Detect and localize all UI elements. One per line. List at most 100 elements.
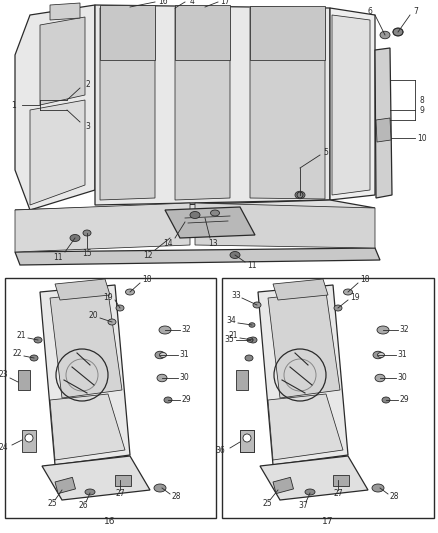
- Ellipse shape: [371, 484, 383, 492]
- Text: 20: 20: [88, 311, 98, 320]
- Bar: [222, 278, 433, 518]
- Text: 31: 31: [396, 351, 406, 359]
- Text: 28: 28: [171, 492, 180, 502]
- Ellipse shape: [381, 397, 389, 403]
- Text: 29: 29: [398, 395, 408, 405]
- Polygon shape: [249, 6, 324, 60]
- Ellipse shape: [304, 489, 314, 495]
- Polygon shape: [15, 248, 379, 265]
- Text: 17: 17: [321, 518, 333, 527]
- Text: 4: 4: [189, 0, 194, 5]
- Text: 34: 34: [226, 317, 235, 326]
- Polygon shape: [50, 394, 125, 460]
- Polygon shape: [258, 285, 347, 465]
- Ellipse shape: [333, 305, 341, 311]
- Ellipse shape: [154, 484, 166, 492]
- Polygon shape: [267, 292, 339, 398]
- Text: 6: 6: [367, 6, 371, 15]
- Bar: [22, 430, 36, 452]
- Text: 9: 9: [419, 106, 424, 115]
- Text: 18: 18: [142, 276, 152, 285]
- Text: 15: 15: [82, 249, 92, 259]
- Ellipse shape: [376, 326, 388, 334]
- Ellipse shape: [70, 235, 80, 241]
- Ellipse shape: [374, 374, 384, 382]
- Text: 22: 22: [12, 350, 22, 359]
- Bar: [272, 478, 293, 494]
- Text: 32: 32: [398, 326, 408, 335]
- Text: 14: 14: [163, 239, 173, 248]
- Bar: [240, 430, 254, 452]
- Ellipse shape: [116, 305, 124, 311]
- Ellipse shape: [377, 352, 384, 358]
- Ellipse shape: [159, 352, 166, 358]
- Text: 7: 7: [413, 6, 417, 15]
- Polygon shape: [100, 5, 155, 60]
- Text: 23: 23: [0, 370, 8, 379]
- Polygon shape: [55, 279, 110, 300]
- Ellipse shape: [248, 323, 254, 327]
- Polygon shape: [331, 15, 369, 195]
- Ellipse shape: [34, 337, 42, 343]
- Polygon shape: [100, 8, 155, 200]
- Bar: [332, 475, 348, 486]
- Text: 1: 1: [11, 101, 16, 109]
- Ellipse shape: [85, 489, 95, 495]
- Text: 19: 19: [350, 293, 359, 302]
- Text: 25: 25: [47, 499, 57, 508]
- Ellipse shape: [252, 302, 261, 308]
- Text: 35: 35: [224, 335, 233, 344]
- Text: 18: 18: [360, 276, 369, 285]
- Polygon shape: [329, 8, 374, 200]
- Polygon shape: [95, 5, 329, 205]
- Polygon shape: [15, 5, 95, 210]
- Polygon shape: [375, 118, 390, 142]
- Text: 5: 5: [323, 148, 328, 157]
- Text: 19: 19: [103, 293, 113, 302]
- Text: 21: 21: [16, 332, 26, 341]
- Text: 8: 8: [419, 95, 424, 104]
- Text: 31: 31: [179, 351, 188, 359]
- Text: 29: 29: [181, 395, 191, 405]
- Bar: [236, 370, 247, 390]
- Text: 12: 12: [143, 252, 152, 261]
- Text: 3: 3: [85, 122, 90, 131]
- Ellipse shape: [155, 351, 165, 359]
- Ellipse shape: [392, 28, 402, 36]
- Ellipse shape: [372, 351, 382, 359]
- Polygon shape: [374, 48, 391, 198]
- Text: 26: 26: [78, 502, 88, 511]
- Ellipse shape: [25, 434, 33, 442]
- Text: 27: 27: [115, 489, 124, 498]
- Polygon shape: [272, 279, 327, 300]
- Polygon shape: [40, 285, 130, 465]
- Text: 36: 36: [215, 447, 225, 456]
- Ellipse shape: [379, 31, 389, 39]
- Ellipse shape: [108, 319, 116, 325]
- Ellipse shape: [248, 337, 256, 343]
- Text: 13: 13: [208, 239, 217, 248]
- Bar: [18, 370, 30, 390]
- Polygon shape: [15, 203, 190, 252]
- Text: 17: 17: [220, 0, 229, 5]
- Polygon shape: [50, 292, 122, 398]
- Ellipse shape: [159, 326, 171, 334]
- Polygon shape: [15, 200, 374, 220]
- Ellipse shape: [190, 212, 200, 219]
- Bar: [240, 430, 254, 452]
- Bar: [5, 278, 215, 518]
- Ellipse shape: [164, 397, 172, 403]
- Polygon shape: [175, 5, 230, 60]
- Text: 16: 16: [104, 518, 116, 527]
- Polygon shape: [165, 207, 254, 238]
- Bar: [115, 475, 131, 486]
- Text: 11: 11: [53, 253, 63, 262]
- Polygon shape: [249, 8, 324, 199]
- Polygon shape: [30, 100, 85, 205]
- Text: 11: 11: [247, 262, 256, 271]
- Polygon shape: [42, 456, 150, 500]
- Ellipse shape: [210, 210, 219, 216]
- Text: 25: 25: [261, 499, 271, 508]
- Text: 24: 24: [0, 443, 8, 453]
- Text: 33: 33: [230, 290, 240, 300]
